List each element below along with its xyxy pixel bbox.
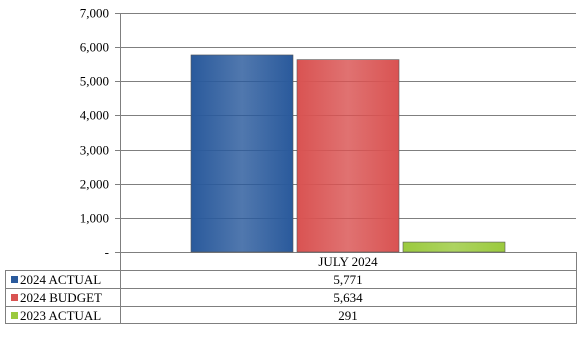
data-label: 291 (338, 308, 358, 323)
y-tick-label: 3,000 (80, 143, 109, 158)
y-tick-label: 6,000 (80, 40, 109, 55)
y-axis: - 1,000 2,000 3,000 4,000 5,000 6,000 7,000 (80, 6, 121, 260)
bar-2024-actual (190, 54, 294, 253)
data-table: JULY 2024 2024 ACTUAL 5,771 2024 BUDGET 5,63… (5, 252, 577, 324)
bar-2023-actual (402, 241, 506, 253)
y-tick-label: 5,000 (80, 74, 109, 89)
legend-label: 2024 ACTUAL (20, 272, 101, 287)
y-tick-label: - (105, 245, 109, 260)
y-tick-label: 2,000 (80, 177, 109, 192)
legend-key (11, 276, 18, 283)
data-label: 5,771 (333, 272, 362, 287)
legend-key (11, 312, 18, 319)
legend-label: 2024 BUDGET (20, 290, 102, 305)
y-tick-label: 4,000 (80, 108, 109, 123)
y-tick-label: 1,000 (80, 211, 109, 226)
y-tick-label: 7,000 (80, 6, 109, 21)
category-label: JULY 2024 (318, 254, 378, 269)
legend-label: 2023 ACTUAL (20, 308, 101, 323)
legend-key (11, 294, 18, 301)
data-label: 5,634 (333, 290, 363, 305)
bar-2024-budget (296, 59, 400, 253)
bars (190, 54, 506, 253)
